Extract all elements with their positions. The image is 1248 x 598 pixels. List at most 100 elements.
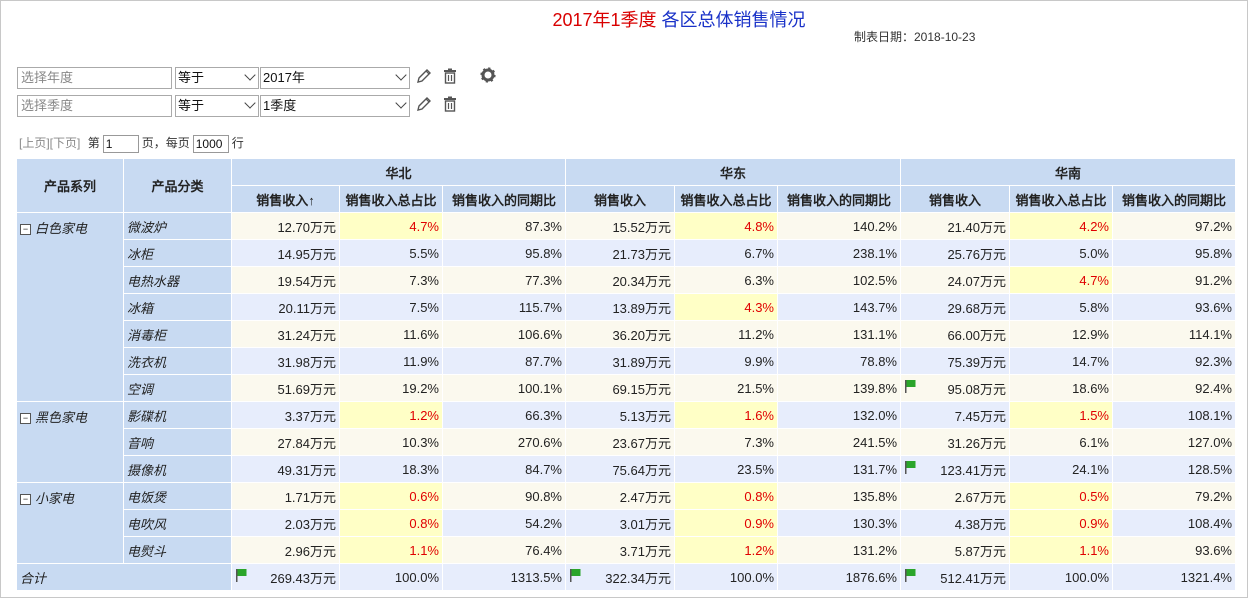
- table-row: − 小家电 电饭煲 1.71万元 0.6% 90.8% 2.47万元 0.8% 135.8% 2.…: [16, 482, 1236, 564]
- value-cell: 0.9%: [1009, 509, 1113, 537]
- value-text: 27.84万元: [277, 435, 336, 451]
- gear-icon[interactable]: [479, 66, 499, 86]
- table-row: 冰箱 20.11万元 7.5% 115.7% 13.89万元 4.3% 143.7% 29.6…: [17, 293, 1236, 321]
- value-text: 5.0%: [1079, 245, 1109, 261]
- value-text: 5.13万元: [619, 408, 671, 424]
- value-text: 24.1%: [1072, 461, 1109, 477]
- value-cell: 18.6%: [1009, 374, 1113, 402]
- value-text: 241.5%: [852, 434, 897, 450]
- value-text: 1.6%: [744, 407, 774, 423]
- value-cell: 100.1%: [442, 374, 566, 402]
- header-sales-sortable[interactable]: 销售收入↑: [231, 185, 340, 213]
- header-sales[interactable]: 销售收入: [565, 185, 675, 213]
- value-cell: 24.1%: [1009, 455, 1113, 483]
- trash-icon[interactable]: [441, 95, 461, 115]
- total-value-text: 1321.4%: [1180, 569, 1232, 585]
- value-text: 5.5%: [409, 245, 439, 261]
- value-cell: 139.8%: [777, 374, 901, 402]
- header-share: 销售收入总占比: [339, 185, 443, 213]
- value-cell: 7.3%: [674, 428, 778, 456]
- value-text: 93.6%: [1195, 542, 1232, 558]
- value-cell: 6.7%: [674, 239, 778, 267]
- value-text: 123.41万元: [940, 462, 1006, 478]
- header-yoy: 销售收入的同期比: [777, 185, 901, 213]
- value-text: 7.5%: [409, 299, 439, 315]
- value-text: 92.4%: [1195, 380, 1232, 396]
- value-cell: 9.9%: [674, 347, 778, 375]
- table-row: 电熨斗 2.96万元 1.1% 76.4% 3.71万元 1.2% 131.2% 5.87万元…: [17, 536, 1236, 564]
- header-region-east: 华东: [565, 158, 901, 186]
- filter-operator-quarter[interactable]: 等于: [175, 95, 259, 117]
- value-cell: 0.5%: [1009, 482, 1113, 510]
- value-text: 75.64万元: [612, 462, 671, 478]
- page-number-input[interactable]: 1: [102, 134, 139, 153]
- value-text: 5.87万元: [954, 543, 1006, 559]
- value-text: 7.3%: [744, 434, 774, 450]
- value-text: 15.52万元: [612, 219, 671, 235]
- category-cell: 摄像机: [123, 455, 232, 483]
- total-value-text: 1876.6%: [845, 569, 897, 585]
- value-text: 93.6%: [1195, 299, 1232, 315]
- value-text: 11.2%: [738, 326, 774, 342]
- collapse-icon[interactable]: −: [20, 494, 31, 505]
- filter-field-quarter[interactable]: 选择季度: [17, 95, 172, 117]
- trash-icon[interactable]: [441, 67, 461, 87]
- value-cell: 19.54万元: [231, 266, 340, 294]
- value-cell: 123.41万元: [900, 455, 1010, 483]
- value-cell: 5.87万元: [900, 536, 1010, 564]
- total-label: 合计: [16, 563, 232, 591]
- value-text: 4.7%: [1079, 272, 1109, 288]
- edit-icon[interactable]: [415, 95, 435, 115]
- value-cell: 2.96万元: [231, 536, 340, 564]
- value-text: 270.6%: [517, 434, 562, 450]
- value-cell: 95.08万元: [900, 374, 1010, 402]
- filter-value-year[interactable]: 2017年: [260, 67, 410, 89]
- filter-value-quarter[interactable]: 1季度: [260, 95, 410, 117]
- sales-table: 产品系列 产品分类 华北 华东 华南 销售收入↑ 销售收入总占比 销售收入的同期…: [16, 158, 1236, 591]
- value-cell: 131.7%: [777, 455, 901, 483]
- value-cell: 95.8%: [442, 239, 566, 267]
- category-cell: 微波炉: [123, 212, 232, 240]
- value-cell: 143.7%: [777, 293, 901, 321]
- value-text: 36.20万元: [612, 327, 671, 343]
- category-cell: 冰箱: [123, 293, 232, 321]
- value-cell: 66.3%: [442, 401, 566, 429]
- value-text: 92.3%: [1195, 353, 1232, 369]
- header-sales[interactable]: 销售收入: [900, 185, 1010, 213]
- series-cell: − 小家电: [16, 482, 124, 564]
- value-text: 95.8%: [525, 245, 562, 261]
- value-text: 6.1%: [1079, 434, 1109, 450]
- value-text: 0.8%: [409, 515, 439, 531]
- total-value-cell: 100.0%: [339, 563, 443, 591]
- report-title-period: 2017年1季度: [552, 10, 657, 30]
- filter-value-quarter-text: 1季度: [263, 98, 297, 113]
- value-text: 131.2%: [852, 542, 897, 558]
- value-cell: 31.26万元: [900, 428, 1010, 456]
- series-cell: − 黑色家电: [16, 401, 124, 483]
- value-text: 31.89万元: [612, 354, 671, 370]
- value-text: 2.03万元: [284, 516, 336, 532]
- value-cell: 75.64万元: [565, 455, 675, 483]
- total-row: 合计 269.43万元 100.0% 1313.5% 322.34万元 100.0% 187…: [16, 563, 1236, 591]
- value-text: 1.2%: [409, 407, 439, 423]
- value-text: 21.5%: [737, 380, 774, 396]
- report-title: 2017年1季度 各区总体销售情况: [1, 6, 1247, 32]
- value-text: 4.2%: [1079, 218, 1109, 234]
- next-page-link[interactable]: [下页]: [49, 136, 81, 150]
- page-size-input[interactable]: 1000: [192, 134, 229, 153]
- value-text: 95.08万元: [947, 381, 1006, 397]
- value-cell: 270.6%: [442, 428, 566, 456]
- table-row: 电吹风 2.03万元 0.8% 54.2% 3.01万元 0.9% 130.3% 4.38万元…: [17, 509, 1236, 537]
- filter-field-year[interactable]: 选择年度: [17, 67, 172, 89]
- value-text: 4.8%: [744, 218, 774, 234]
- collapse-icon[interactable]: −: [20, 224, 31, 235]
- filter-operator-year[interactable]: 等于: [175, 67, 259, 89]
- value-text: 1.2%: [744, 542, 774, 558]
- value-text: 75.39万元: [947, 354, 1006, 370]
- value-cell: 36.20万元: [565, 320, 675, 348]
- value-text: 128.5%: [1187, 461, 1232, 477]
- category-cell: 消毒柜: [123, 320, 232, 348]
- collapse-icon[interactable]: −: [20, 413, 31, 424]
- prev-page-link[interactable]: [上页]: [19, 136, 50, 150]
- edit-icon[interactable]: [415, 67, 435, 87]
